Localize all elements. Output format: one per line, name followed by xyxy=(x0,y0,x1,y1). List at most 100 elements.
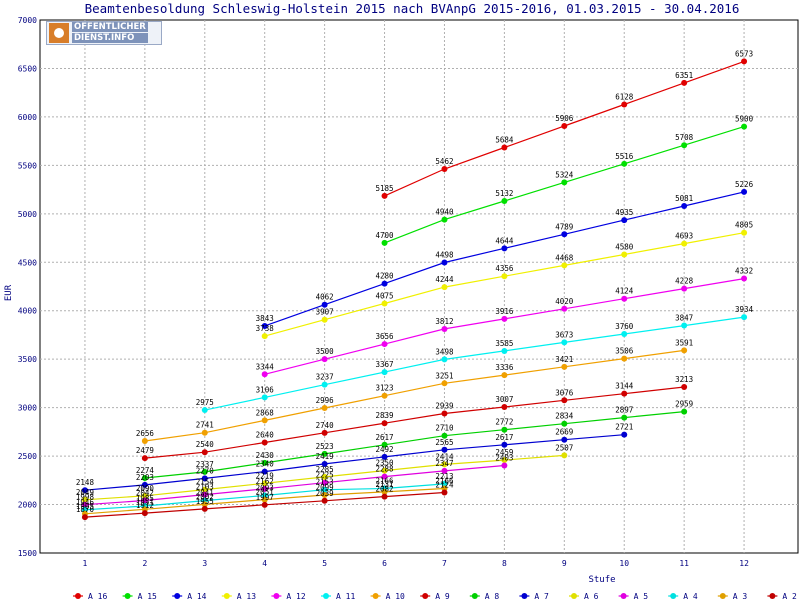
y-tick-label: 3000 xyxy=(18,404,37,413)
legend-swatch-dot xyxy=(75,593,81,599)
legend-label: A_4 xyxy=(683,592,698,600)
series-line xyxy=(84,464,505,506)
data-label: 2656 xyxy=(136,429,155,438)
data-label: 2617 xyxy=(376,433,394,442)
legend-swatch-dot xyxy=(670,593,677,599)
y-tick-label: 4500 xyxy=(18,258,37,267)
data-point xyxy=(381,467,388,474)
data-label: 5900 xyxy=(735,115,754,124)
legend-swatch-dot xyxy=(719,593,726,599)
logo: OFFENTLICHER DIENST.INFO xyxy=(46,21,162,45)
data-point xyxy=(441,166,448,173)
data-label: 1951 xyxy=(136,497,154,506)
data-label: 5185 xyxy=(376,184,394,193)
data-point xyxy=(81,501,88,508)
data-label: 2721 xyxy=(615,423,633,432)
data-label: 2479 xyxy=(136,446,154,455)
data-point xyxy=(261,468,268,475)
data-label: 3760 xyxy=(615,322,634,331)
data-label: 2772 xyxy=(495,418,513,427)
data-point xyxy=(321,301,328,308)
legend-swatch-dot xyxy=(521,593,528,599)
data-label: 3843 xyxy=(256,314,274,323)
data-point xyxy=(261,439,268,446)
data-point xyxy=(561,179,568,186)
data-point xyxy=(261,496,268,503)
data-point xyxy=(81,496,88,503)
data-label: 1905 xyxy=(76,502,94,511)
data-point xyxy=(501,245,508,252)
data-point xyxy=(321,491,328,498)
data-point xyxy=(441,356,448,363)
data-point xyxy=(561,305,568,312)
data-point xyxy=(561,420,568,427)
data-point xyxy=(621,295,628,302)
data-point xyxy=(441,325,448,332)
data-point xyxy=(321,381,328,388)
data-point xyxy=(681,383,688,390)
data-label: 6128 xyxy=(615,93,634,102)
data-point xyxy=(741,229,748,236)
data-point xyxy=(681,79,688,86)
data-label: 2419 xyxy=(316,452,334,461)
y-tick-label: 5000 xyxy=(18,210,37,219)
data-point xyxy=(501,273,508,280)
data-point xyxy=(381,473,388,480)
data-point xyxy=(261,480,268,487)
data-label: 2274 xyxy=(136,466,155,475)
data-label: 2507 xyxy=(555,443,573,452)
legend-swatch-dot xyxy=(174,593,181,599)
data-labels: 5185 5462 5684 5906 6128 6351 6573 4700 4940 5132… xyxy=(76,49,754,514)
data-label: 3673 xyxy=(555,330,573,339)
data-point xyxy=(381,280,388,287)
data-label: 2839 xyxy=(376,411,394,420)
data-label: 1946 xyxy=(76,498,95,507)
data-point xyxy=(321,479,328,486)
data-point xyxy=(561,339,568,346)
x-tick-label: 6 xyxy=(382,559,387,568)
data-label: 1997 xyxy=(256,493,274,502)
data-label: 5226 xyxy=(735,180,754,189)
data-label: 2669 xyxy=(555,428,573,437)
legend-label: A_8 xyxy=(485,592,500,600)
data-point xyxy=(381,420,388,427)
data-point xyxy=(201,505,208,512)
data-point xyxy=(81,514,88,521)
data-point xyxy=(141,497,148,504)
data-label: 2166 xyxy=(435,476,454,485)
data-point xyxy=(561,262,568,269)
data-point xyxy=(621,217,628,224)
legend-label: A_9 xyxy=(435,592,450,600)
data-point xyxy=(741,123,748,130)
legend-label: A_14 xyxy=(187,592,206,600)
data-label: 4124 xyxy=(615,287,634,296)
data-label: 3656 xyxy=(376,332,395,341)
data-label: 2834 xyxy=(555,412,574,421)
x-tick-label: 9 xyxy=(562,559,567,568)
data-label: 2337 xyxy=(196,460,214,469)
data-label: 4693 xyxy=(675,232,693,241)
chart-title: Beamtenbesoldung Schleswig-Holstein 2015… xyxy=(85,1,740,16)
data-label: 3738 xyxy=(256,324,275,333)
data-point xyxy=(381,488,388,495)
data-point xyxy=(261,333,268,340)
data-label: 2093 xyxy=(256,484,274,493)
logo-line-1: OFFENTLICHER xyxy=(72,22,148,32)
y-tick-label: 6500 xyxy=(18,64,37,73)
legend-swatch-dot xyxy=(372,593,379,599)
data-label: 2082 xyxy=(376,485,394,494)
data-point xyxy=(141,510,148,517)
legend-swatch-dot xyxy=(124,593,131,599)
data-label: 2051 xyxy=(256,488,274,497)
data-point xyxy=(201,429,208,436)
data-point xyxy=(441,216,448,223)
data-label: 3336 xyxy=(495,363,514,372)
data-label: 2153 xyxy=(316,478,334,487)
y-tick-label: 7000 xyxy=(18,16,37,25)
data-label: 4940 xyxy=(435,208,454,217)
data-point xyxy=(381,453,388,460)
data-label: 3591 xyxy=(675,338,693,347)
data-point xyxy=(201,475,208,482)
data-point xyxy=(681,347,688,354)
y-tick-label: 2000 xyxy=(18,501,37,510)
